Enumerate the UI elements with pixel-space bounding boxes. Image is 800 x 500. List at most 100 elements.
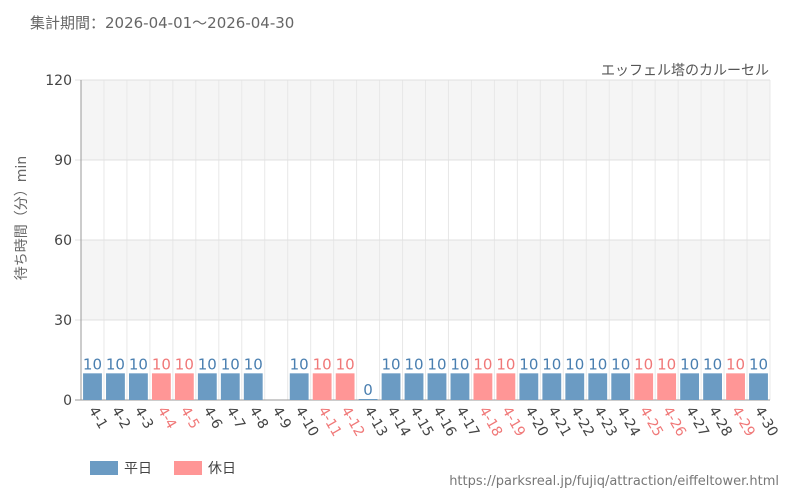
x-tick-label: 4-8 bbox=[246, 404, 271, 432]
data-label: 10 bbox=[290, 355, 309, 373]
x-tick-label: 4-24 bbox=[613, 404, 643, 440]
data-label: 10 bbox=[749, 355, 768, 373]
data-label: 10 bbox=[519, 355, 538, 373]
data-label: 10 bbox=[83, 355, 102, 373]
data-label: 10 bbox=[221, 355, 240, 373]
y-tick-label: 30 bbox=[54, 313, 72, 329]
data-label: 10 bbox=[703, 355, 722, 373]
data-label: 10 bbox=[450, 355, 469, 373]
bar bbox=[220, 373, 240, 400]
data-label: 10 bbox=[657, 355, 676, 373]
x-tick-label: 4-23 bbox=[590, 404, 620, 440]
legend-swatch-holiday bbox=[174, 461, 202, 475]
data-label: 10 bbox=[313, 355, 332, 373]
bar bbox=[473, 373, 493, 400]
legend-label-holiday: 休日 bbox=[208, 461, 236, 477]
bar bbox=[151, 373, 171, 400]
x-tick-label: 4-2 bbox=[108, 404, 133, 432]
data-label: 10 bbox=[542, 355, 561, 373]
y-tick-label: 0 bbox=[63, 393, 72, 409]
data-label: 10 bbox=[198, 355, 217, 373]
bar bbox=[703, 373, 722, 400]
data-label: 10 bbox=[175, 355, 194, 373]
bar bbox=[335, 373, 355, 400]
data-label: 10 bbox=[336, 355, 355, 373]
bar bbox=[450, 373, 470, 400]
bar bbox=[312, 373, 332, 400]
bar bbox=[427, 373, 447, 400]
period-text: 集計期間：2026-04-01～2026-04-30 bbox=[30, 14, 295, 32]
data-label: 10 bbox=[244, 355, 263, 373]
x-tick-label: 4-4 bbox=[154, 404, 179, 432]
bar bbox=[197, 373, 217, 400]
data-label: 10 bbox=[404, 355, 423, 373]
x-tick-label: 4-13 bbox=[361, 404, 391, 440]
y-tick-label: 90 bbox=[54, 153, 72, 169]
data-label: 10 bbox=[565, 355, 584, 373]
legend-item-weekday[interactable]: 平日 bbox=[90, 458, 152, 478]
x-tick-label: 4-25 bbox=[636, 404, 666, 440]
x-tick-label: 4-6 bbox=[200, 404, 225, 432]
bar bbox=[129, 373, 148, 400]
bar bbox=[496, 373, 516, 400]
x-tick-label: 4-28 bbox=[705, 404, 735, 440]
bar bbox=[657, 373, 677, 400]
legend-item-holiday[interactable]: 休日 bbox=[174, 458, 236, 478]
x-tick-label: 4-22 bbox=[567, 404, 597, 440]
data-label: 10 bbox=[496, 355, 515, 373]
bar bbox=[726, 373, 745, 400]
x-tick-label: 4-19 bbox=[498, 404, 528, 440]
data-label: 10 bbox=[588, 355, 607, 373]
bar bbox=[381, 373, 401, 400]
bar bbox=[243, 373, 263, 400]
x-tick-label: 4-14 bbox=[384, 404, 414, 440]
bar bbox=[611, 373, 631, 400]
legend: 平日 休日 bbox=[90, 458, 236, 478]
x-tick-label: 4-15 bbox=[407, 404, 437, 440]
y-tick-label: 120 bbox=[45, 73, 72, 89]
x-tick-label: 4-3 bbox=[131, 404, 156, 432]
bar bbox=[519, 373, 539, 400]
data-label: 10 bbox=[129, 355, 148, 373]
x-tick-label: 4-9 bbox=[269, 404, 294, 432]
bar bbox=[680, 373, 700, 400]
x-tick-label: 4-16 bbox=[430, 404, 460, 440]
source-url: https://parksreal.jp/fujiq/attraction/ei… bbox=[449, 474, 779, 489]
bar bbox=[174, 373, 194, 400]
x-tick-label: 4-26 bbox=[659, 404, 689, 440]
x-tick-label: 4-27 bbox=[682, 404, 712, 440]
bar bbox=[634, 373, 654, 400]
x-tick-label: 4-11 bbox=[315, 404, 345, 440]
legend-swatch-weekday bbox=[90, 461, 118, 475]
bar bbox=[289, 373, 309, 400]
data-label: 10 bbox=[473, 355, 492, 373]
bar bbox=[542, 373, 562, 400]
x-tick-label: 4-20 bbox=[521, 404, 551, 440]
legend-label-weekday: 平日 bbox=[124, 461, 152, 477]
x-tick-label: 4-1 bbox=[85, 404, 110, 432]
data-label: 10 bbox=[726, 355, 745, 373]
data-label: 10 bbox=[680, 355, 699, 373]
data-label: 10 bbox=[152, 355, 171, 373]
x-tick-label: 4-21 bbox=[544, 404, 574, 440]
y-tick-label: 60 bbox=[54, 233, 72, 249]
x-tick-label: 4-12 bbox=[338, 404, 368, 440]
bar bbox=[588, 373, 608, 400]
data-label: 10 bbox=[382, 355, 401, 373]
bar bbox=[404, 373, 424, 400]
bar bbox=[358, 399, 378, 400]
x-tick-label: 4-7 bbox=[223, 404, 248, 432]
data-label: 10 bbox=[611, 355, 630, 373]
x-tick-label: 4-29 bbox=[728, 404, 758, 440]
chart-title: エッフェル塔のカルーセル bbox=[601, 63, 769, 79]
bar bbox=[565, 373, 585, 400]
x-tick-label: 4-30 bbox=[751, 404, 781, 440]
data-label: 0 bbox=[363, 381, 373, 399]
data-label: 10 bbox=[634, 355, 653, 373]
bar bbox=[749, 373, 768, 400]
data-label: 10 bbox=[427, 355, 446, 373]
x-tick-label: 4-5 bbox=[177, 404, 202, 432]
x-tick-label: 4-17 bbox=[452, 404, 482, 440]
bar bbox=[106, 373, 125, 400]
